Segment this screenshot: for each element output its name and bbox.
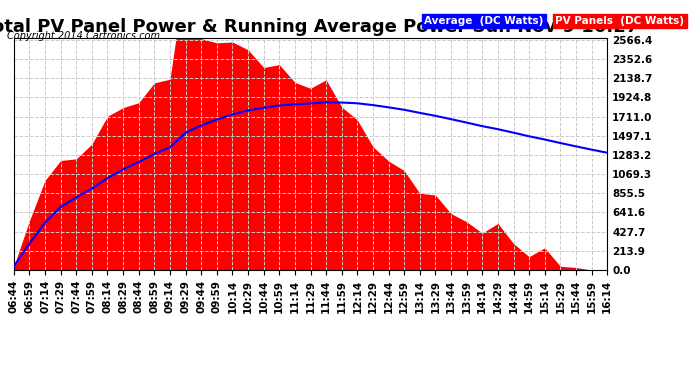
Title: Total PV Panel Power & Running Average Power Sun Nov 9 16:27: Total PV Panel Power & Running Average P… [0, 18, 639, 36]
Text: PV Panels  (DC Watts): PV Panels (DC Watts) [555, 16, 684, 26]
Text: Copyright 2014 Cartronics.com: Copyright 2014 Cartronics.com [7, 32, 160, 41]
Text: Average  (DC Watts): Average (DC Watts) [424, 16, 544, 26]
